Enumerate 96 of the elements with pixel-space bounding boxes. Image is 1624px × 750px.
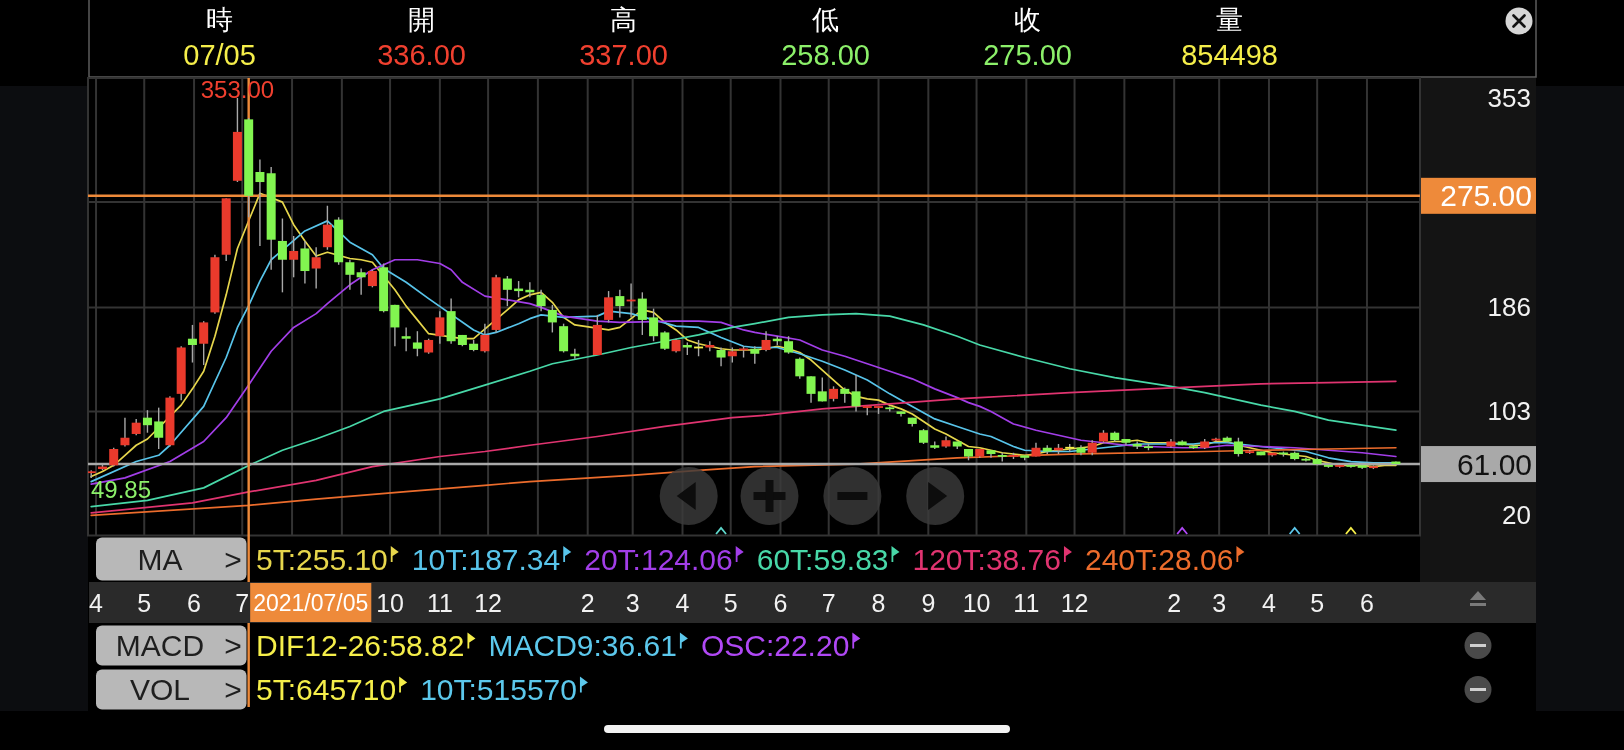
line-series <box>90 446 1397 517</box>
text: 854498 <box>1181 39 1278 71</box>
candlestick <box>154 406 164 450</box>
x-tick-label: 12 <box>1060 588 1089 617</box>
ref-line-label: 2021/07/05 <box>253 589 369 616</box>
x-tick-label: 2 <box>1167 588 1182 617</box>
candlestick <box>660 330 670 351</box>
x-tick-label: 6 <box>773 588 788 617</box>
y-tick-label: 103 <box>1487 396 1531 427</box>
x-tick-label: 4 <box>1262 588 1277 617</box>
text: 開 <box>408 5 436 35</box>
text: > <box>224 542 242 576</box>
x-tick-label: 10 <box>962 588 991 617</box>
text: 258.00 <box>781 39 870 71</box>
text: VOL <box>129 673 191 706</box>
legend-label: 60T:59.83 <box>756 542 889 576</box>
line-series <box>90 380 1397 514</box>
text: 收 <box>1014 5 1042 35</box>
candlestick <box>289 235 299 278</box>
candlestick <box>795 356 805 380</box>
candlestick <box>277 217 287 294</box>
x-tick-label: 5 <box>723 588 738 617</box>
x-tick-label: 7 <box>821 588 836 617</box>
x-tick-label: 11 <box>1013 588 1040 617</box>
candlestick <box>750 345 760 365</box>
candlestick <box>649 307 659 342</box>
candlestick <box>435 310 445 345</box>
text: MACD9:36.61 <box>488 629 677 662</box>
candlestick <box>199 320 209 366</box>
x-tick-label: 10 <box>376 588 404 617</box>
x-tick-label: 5 <box>137 588 152 617</box>
candlestick <box>142 409 152 434</box>
candlestick <box>761 330 771 352</box>
y-tick-label: 20 <box>1502 500 1531 531</box>
text: 336.00 <box>377 39 466 71</box>
candlestick <box>615 289 625 319</box>
x-tick-label: 4 <box>89 588 104 617</box>
text: 07/05 <box>183 39 256 71</box>
x-tick-label: 11 <box>426 588 453 617</box>
candlestick <box>547 304 557 334</box>
text: 337.00 <box>579 39 668 71</box>
x-tick-label: 3 <box>1212 588 1227 617</box>
text: MA <box>137 542 183 576</box>
text: > <box>224 629 242 662</box>
x-tick-label: 12 <box>474 588 502 617</box>
candlestick <box>604 290 614 324</box>
candlestick <box>716 346 726 367</box>
text: 低 <box>812 5 840 35</box>
text: 高 <box>610 5 638 35</box>
candlestick <box>401 326 411 352</box>
candlestick <box>851 374 861 413</box>
x-tick-label: 5 <box>1310 588 1325 617</box>
candlestick <box>356 267 366 296</box>
candlestick <box>187 324 197 364</box>
annotation: 49.85 <box>91 475 152 503</box>
candlestick <box>311 246 321 290</box>
candlestick <box>390 304 400 347</box>
text: 量 <box>1216 5 1244 35</box>
candlestick <box>322 205 332 251</box>
text: DIF12-26:58.82 <box>256 629 465 662</box>
candlestick <box>637 291 647 336</box>
text: 10T:515570 <box>420 673 577 706</box>
x-tick-label: 6 <box>1360 588 1374 617</box>
ref-line-label: 275.00 <box>1440 179 1532 213</box>
x-tick-label: 8 <box>871 588 886 617</box>
candlestick <box>1233 437 1243 458</box>
ref-line-label: 61.00 <box>1456 447 1532 481</box>
text: 5T:645710 <box>256 673 397 706</box>
legend-label: 10T:187.34 <box>411 542 561 576</box>
legend-label: 120T:38.76 <box>912 542 1061 576</box>
y-tick-label: 353 <box>1487 83 1531 114</box>
x-tick-label: 2 <box>580 588 595 617</box>
x-tick-label: 9 <box>921 588 936 617</box>
x-tick-label: 7 <box>235 588 250 617</box>
text: 時 <box>206 5 234 35</box>
legend-label: 240T:28.06 <box>1084 542 1234 576</box>
text: OSC:22.20 <box>700 629 850 662</box>
x-tick-label: 4 <box>675 588 690 617</box>
candlestick <box>120 416 130 448</box>
candlestick <box>536 289 546 312</box>
candlestick <box>412 330 422 357</box>
candlestick <box>480 322 490 354</box>
text: > <box>224 673 242 706</box>
text: 275.00 <box>983 39 1072 71</box>
candlestick <box>300 240 310 285</box>
x-tick-label: 3 <box>625 588 640 617</box>
candlestick <box>806 375 816 404</box>
y-tick-label: 186 <box>1487 292 1531 323</box>
candlestick <box>502 275 512 307</box>
x-tick-label: 6 <box>187 588 201 617</box>
legend-label: 5T:255.10 <box>256 542 388 576</box>
legend-label: 20T:124.06 <box>584 542 733 576</box>
candlestick <box>255 158 265 247</box>
candlestick <box>345 259 355 291</box>
text: MACD <box>115 629 205 662</box>
line-series <box>90 312 1397 508</box>
